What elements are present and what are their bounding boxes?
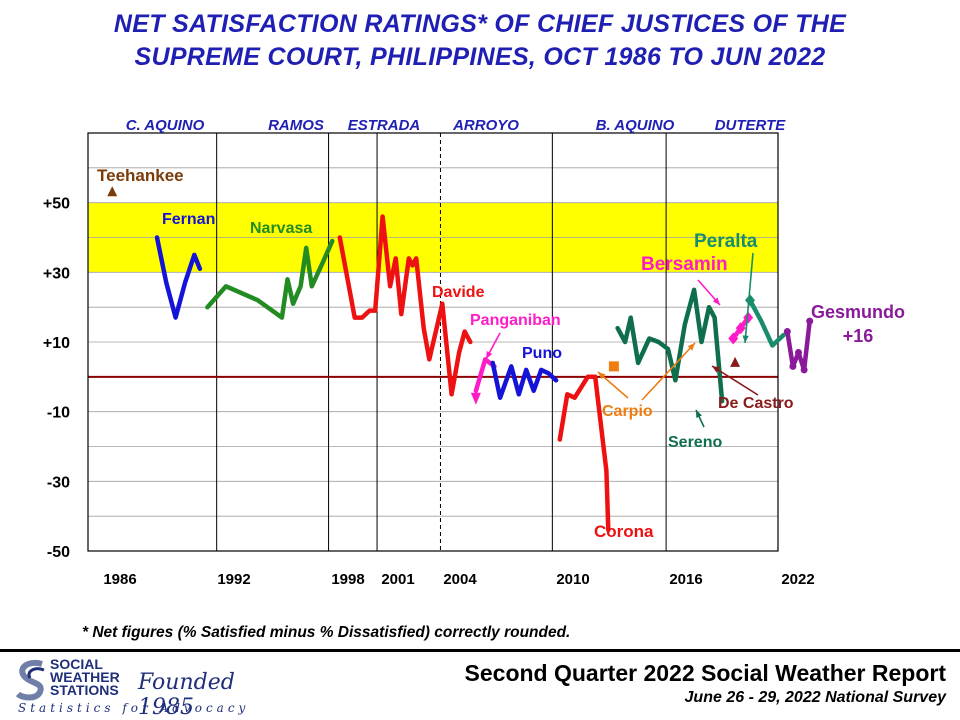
y-tick-label: -50 bbox=[47, 544, 70, 561]
series-gesmundo-marker bbox=[806, 317, 814, 325]
footnote: * Net figures (% Satisfied minus % Dissa… bbox=[82, 624, 571, 641]
x-tick-label: 1992 bbox=[217, 571, 250, 588]
y-tick-label: +30 bbox=[43, 265, 70, 282]
series-gesmundo-marker bbox=[795, 348, 803, 356]
carpio-leader-arrow bbox=[641, 342, 696, 401]
administration-label: C. AQUINO bbox=[126, 117, 205, 134]
peralta-leader-arrow-head bbox=[742, 335, 749, 343]
annotation-puno: Puno bbox=[522, 345, 562, 362]
series-de-castro-marker bbox=[730, 356, 741, 367]
series-fernan-line bbox=[154, 235, 203, 320]
logo-founded: Founded 1985 bbox=[138, 670, 235, 720]
annotation-panganiban: Panganiban bbox=[470, 312, 561, 329]
series-peralta-line bbox=[747, 297, 786, 348]
x-tick-label: 2001 bbox=[381, 571, 414, 588]
y-tick-label: -30 bbox=[47, 474, 70, 491]
series-gesmundo-marker bbox=[783, 328, 791, 336]
series-bersamin-marker bbox=[735, 322, 746, 335]
series-peralta-marker bbox=[745, 294, 756, 307]
administration-label: ESTRADA bbox=[348, 117, 421, 134]
series-bersamin-marker bbox=[728, 332, 739, 345]
report-title: Second Quarter 2022 Social Weather Repor… bbox=[464, 660, 946, 686]
annotation-peralta: Peralta bbox=[694, 231, 758, 252]
y-tick-label: +10 bbox=[43, 335, 70, 352]
administration-label: ARROYO bbox=[452, 117, 519, 134]
annotation-carpio: Carpio bbox=[602, 403, 653, 420]
series-davide-line bbox=[337, 214, 473, 397]
x-tick-label: 1998 bbox=[331, 571, 364, 588]
series-corona-line bbox=[557, 374, 611, 533]
chart-title: NET SATISFACTION RATINGS* OF CHIEF JUSTI… bbox=[0, 8, 960, 74]
logo-line-2: WEATHER bbox=[50, 669, 120, 685]
series-panganiban-marker bbox=[470, 392, 481, 405]
y-tick-label: -10 bbox=[47, 405, 70, 422]
annotation-teehankee: Teehankee bbox=[97, 166, 184, 185]
y-tick-label: +50 bbox=[43, 196, 70, 213]
series-carpio-marker bbox=[608, 361, 619, 372]
x-tick-label: 2016 bbox=[669, 571, 702, 588]
report-info: Second Quarter 2022 Social Weather Repor… bbox=[465, 660, 946, 707]
logo-tagline: Statistics for Advocacy bbox=[18, 701, 250, 715]
annotation-narvasa: Narvasa bbox=[250, 220, 312, 237]
logo-line-1: SOCIAL bbox=[50, 656, 103, 672]
series-gesmundo-marker bbox=[789, 362, 797, 370]
sws-swirl-icon bbox=[15, 660, 45, 701]
series-teehankee-marker bbox=[107, 186, 118, 197]
series-bersamin-marker bbox=[743, 311, 754, 324]
administration-label: B. AQUINO bbox=[596, 117, 675, 134]
decastro-leader-arrow-head bbox=[712, 366, 720, 373]
annotation-fernan: Fernan bbox=[162, 211, 215, 228]
series-narvasa-line bbox=[205, 238, 335, 320]
sws-logo: SOCIAL WEATHER STATIONS Founded 1985 Sta… bbox=[14, 656, 274, 720]
sereno-leader-arrow-head bbox=[696, 410, 702, 418]
administration-label: DUTERTE bbox=[715, 117, 787, 134]
annotation--16: +16 bbox=[843, 326, 874, 346]
decastro-leader-arrow bbox=[711, 365, 759, 396]
series-sereno-line bbox=[615, 287, 725, 404]
series-puno-line bbox=[490, 360, 559, 400]
x-tick-label: 1986 bbox=[103, 571, 136, 588]
peralta-leader-arrow bbox=[744, 252, 754, 344]
x-tick-label: 2004 bbox=[443, 571, 477, 588]
panganiban-leader-arrow-head bbox=[486, 351, 493, 359]
bersamin-leader-arrow-head bbox=[712, 297, 720, 305]
logo-org-name: SOCIAL WEATHER STATIONS bbox=[50, 656, 120, 698]
series-gesmundo-line bbox=[785, 318, 812, 373]
footer-divider bbox=[0, 649, 960, 652]
title-line-2: SUPREME COURT, PHILIPPINES, OCT 1986 TO … bbox=[134, 43, 826, 71]
annotation-gesmundo: Gesmundo bbox=[811, 302, 905, 322]
series-gesmundo-marker bbox=[800, 366, 808, 374]
annotation-sereno: Sereno bbox=[668, 434, 722, 451]
annotation-davide: Davide bbox=[432, 284, 485, 301]
title-line-1: NET SATISFACTION RATINGS* OF CHIEF JUSTI… bbox=[113, 10, 847, 38]
annotation-corona: Corona bbox=[594, 522, 654, 541]
line-chart: +50 +30 +10 -10 -30 -50 1986 1992 1998 2001 2004 20… bbox=[43, 117, 905, 588]
x-tick-label: 2010 bbox=[556, 571, 589, 588]
administration-label: RAMOS bbox=[268, 117, 324, 134]
carpio-leader-arrow-head bbox=[687, 343, 695, 351]
report-subtitle: June 26 - 29, 2022 National Survey bbox=[684, 689, 946, 706]
annotation-de-castro: De Castro bbox=[718, 395, 794, 412]
logo-line-3: STATIONS bbox=[50, 682, 119, 698]
annotation-bersamin: Bersamin bbox=[641, 254, 728, 275]
carpio-leader-arrow-head bbox=[598, 372, 606, 380]
x-tick-label: 2022 bbox=[781, 571, 814, 588]
